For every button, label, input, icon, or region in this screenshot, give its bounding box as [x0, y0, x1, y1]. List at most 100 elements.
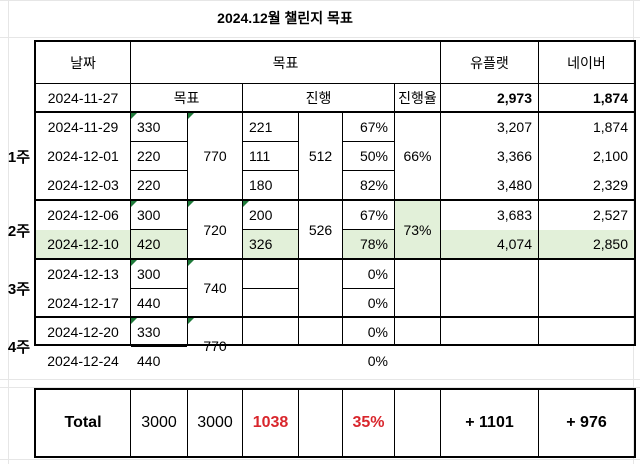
cell-rate[interactable]: 67% [359, 207, 388, 223]
week-progress-cell[interactable]: 526 [308, 221, 333, 238]
cell-goal[interactable]: 220 [137, 177, 161, 193]
cell-date[interactable]: 2024-12-10 [47, 236, 119, 252]
total-rate[interactable]: 35% [352, 414, 385, 431]
week-goal-cell[interactable]: 720 [188, 201, 242, 258]
grid-line [0, 387, 640, 388]
table-border [34, 199, 636, 201]
cell-rate[interactable]: 0% [367, 353, 388, 369]
table-border [243, 229, 298, 230]
total-label[interactable]: Total [64, 414, 102, 431]
cell-date[interactable]: 2024-12-01 [47, 148, 119, 164]
cell-progress[interactable]: 221 [249, 119, 273, 135]
table-border [34, 111, 636, 113]
cell-date[interactable]: 2024-11-29 [47, 119, 119, 135]
total-border [130, 389, 131, 457]
table-border [243, 141, 298, 142]
subheader-progress[interactable]: 진행 [305, 89, 332, 106]
cell-date[interactable]: 2024-12-17 [47, 295, 119, 311]
table-border [131, 170, 187, 171]
cell-naver[interactable]: 2,527 [592, 207, 628, 223]
week-rate-cell[interactable]: 73% [403, 221, 432, 238]
table-border [343, 170, 394, 171]
cell-goal[interactable]: 420 [137, 236, 161, 252]
header-date[interactable]: 날짜 [70, 54, 96, 71]
week-goal-cell[interactable]: 770 [188, 318, 242, 374]
cell-rate[interactable]: 0% [367, 295, 388, 311]
header-goal[interactable]: 목표 [272, 54, 299, 71]
cell-goal[interactable]: 300 [131, 201, 187, 229]
header-upplat[interactable]: 유플랫 [470, 54, 509, 71]
cell-progress[interactable]: 180 [249, 177, 273, 193]
table-border [343, 141, 394, 142]
cell-progress[interactable]: 200 [243, 201, 298, 229]
highlight-row-bg [242, 230, 298, 259]
cell-goal[interactable]: 440 [137, 353, 161, 369]
cell-naver[interactable]: 2,850 [592, 236, 628, 252]
week-rate-cell[interactable]: 66% [403, 148, 432, 164]
total-upplat[interactable]: + 1101 [465, 414, 514, 431]
cell-upplat[interactable]: 3,683 [496, 207, 532, 223]
week-label: 1주 [7, 148, 31, 166]
header-naver[interactable]: 네이버 [567, 54, 606, 71]
cell-upplat[interactable]: 3,480 [496, 177, 532, 193]
total-border [187, 389, 188, 457]
total-progress[interactable]: 1038 [252, 414, 289, 431]
subheader-goal[interactable]: 목표 [173, 89, 200, 106]
total-border [440, 389, 441, 457]
cell-naver[interactable]: 1,874 [592, 119, 628, 135]
cell-upplat[interactable]: 4,074 [496, 236, 532, 252]
total-border [242, 389, 243, 457]
total-goal-sum[interactable]: 3000 [197, 414, 233, 431]
cell-date[interactable]: 2024-12-13 [47, 266, 119, 282]
cell-progress[interactable]: 111 [249, 148, 271, 164]
cell-naver[interactable]: 2,100 [592, 148, 628, 164]
highlight-row-bg [395, 201, 441, 259]
cell-goal[interactable]: 220 [137, 148, 161, 164]
cell-rate[interactable]: 50% [359, 148, 388, 164]
cell-rate[interactable]: 0% [367, 324, 388, 340]
week-goal-cell[interactable]: 770 [188, 113, 242, 199]
cell-goal[interactable]: 440 [137, 295, 161, 311]
week-label: 3주 [7, 280, 31, 298]
table-border [243, 288, 298, 289]
cell-goal[interactable]: 330 [131, 318, 187, 346]
grid-line [0, 459, 640, 460]
cell-goal[interactable]: 330 [131, 113, 187, 141]
cell-rate[interactable]: 0% [367, 266, 388, 282]
cell-progress[interactable] [243, 260, 298, 288]
sheet-title: 2024.12월 챌린지 목표 [217, 10, 353, 26]
subheader-rate[interactable]: 진행율 [398, 89, 437, 106]
cell-date[interactable]: 2024-12-06 [47, 207, 119, 223]
cell-rate[interactable]: 67% [359, 119, 388, 135]
subheader-start-date[interactable]: 2024-11-27 [47, 89, 119, 106]
cell-date[interactable]: 2024-12-03 [47, 177, 119, 193]
cell-date[interactable]: 2024-12-20 [47, 324, 119, 340]
total-naver[interactable]: + 976 [566, 414, 607, 431]
total-border [34, 388, 36, 458]
cell-upplat[interactable]: 3,366 [496, 148, 532, 164]
table-border [187, 112, 188, 346]
cell-progress[interactable]: 326 [249, 236, 273, 252]
week-label: 4주 [7, 338, 31, 356]
cell-date[interactable]: 2024-12-24 [47, 353, 119, 369]
week-label: 2주 [7, 222, 31, 240]
table-border [131, 229, 187, 230]
total-border [342, 389, 343, 457]
cell-rate[interactable]: 82% [359, 177, 388, 193]
week-goal-cell[interactable]: 740 [188, 260, 242, 316]
subheader-upplat-base[interactable]: 2,973 [496, 89, 532, 106]
cell-naver[interactable]: 2,329 [592, 177, 628, 193]
cell-goal[interactable]: 300 [131, 260, 187, 288]
subheader-naver-base[interactable]: 1,874 [592, 89, 628, 106]
total-goal[interactable]: 3000 [141, 414, 177, 431]
week-progress-cell[interactable]: 512 [308, 148, 333, 164]
cell-upplat[interactable]: 3,207 [496, 119, 532, 135]
total-border [34, 388, 636, 390]
total-border [34, 456, 636, 458]
table-border [342, 112, 343, 346]
table-border [34, 316, 636, 318]
cell-rate[interactable]: 78% [359, 236, 388, 252]
grid-line [8, 0, 9, 464]
table-border [131, 141, 187, 142]
highlight-row-bg [35, 230, 187, 259]
